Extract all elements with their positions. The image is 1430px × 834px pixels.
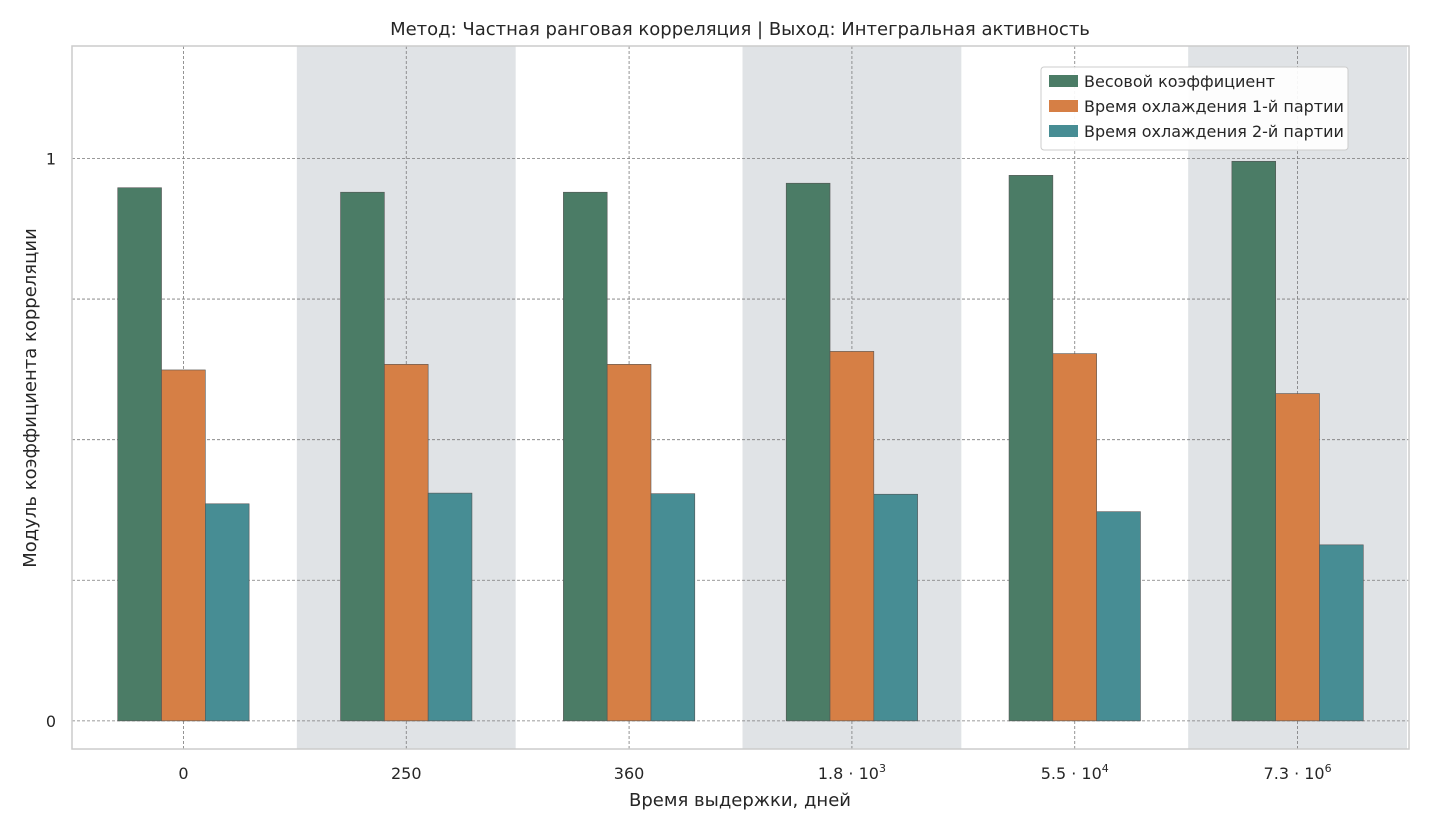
chart-title: Метод: Частная ранговая корреляция | Вых…: [390, 19, 1090, 40]
bar: [785, 182, 831, 722]
bar: [427, 492, 473, 722]
y-axis-label: Модуль коэффициента корреляции: [20, 228, 41, 568]
legend-label: Время охлаждения 2-й партии: [1084, 122, 1344, 141]
bar: [829, 351, 875, 722]
bar: [205, 503, 250, 722]
legend: Весовой коэффициент Время охлаждения 1-й …: [1040, 66, 1349, 151]
bar: [384, 364, 429, 722]
legend-box: [1040, 66, 1349, 151]
x-tick-label: 360: [614, 764, 645, 783]
legend-swatch: [1049, 125, 1078, 137]
y-tick-labels: 01: [46, 149, 56, 730]
bar: [340, 191, 385, 722]
bar: [873, 493, 918, 722]
legend-swatch: [1049, 75, 1078, 87]
x-tick-label: 0: [178, 764, 188, 783]
bar: [117, 187, 162, 722]
bar: [1008, 175, 1054, 722]
bar: [1096, 511, 1141, 722]
bar: [1275, 393, 1320, 722]
x-tick-label: 1.8 · 103: [818, 762, 886, 783]
bar: [161, 369, 206, 722]
bar: [1319, 544, 1364, 722]
x-tick-labels: 0 250 360 1.8 · 103 5.5 · 104 7.3 · 106: [178, 762, 1331, 783]
plot-frame: [71, 45, 1410, 750]
x-tick-label: 5.5 · 104: [1041, 762, 1109, 783]
x-tick-label: 250: [391, 764, 422, 783]
legend-label: Весовой коэффициент: [1084, 72, 1275, 91]
x-axis-label: Время выдержки, дней: [629, 790, 851, 811]
y-tick-label: 0: [46, 712, 56, 731]
legend-swatch: [1049, 100, 1078, 112]
legend-label: Время охлаждения 1-й партии: [1084, 97, 1344, 116]
bars: [117, 160, 1364, 722]
x-tick-label: 7.3 · 106: [1264, 762, 1332, 783]
bar: [563, 191, 608, 722]
bar: [606, 364, 652, 722]
bar: [1231, 160, 1276, 722]
bar: [1052, 353, 1097, 722]
y-tick-label: 1: [46, 149, 56, 168]
bar: [650, 493, 696, 722]
